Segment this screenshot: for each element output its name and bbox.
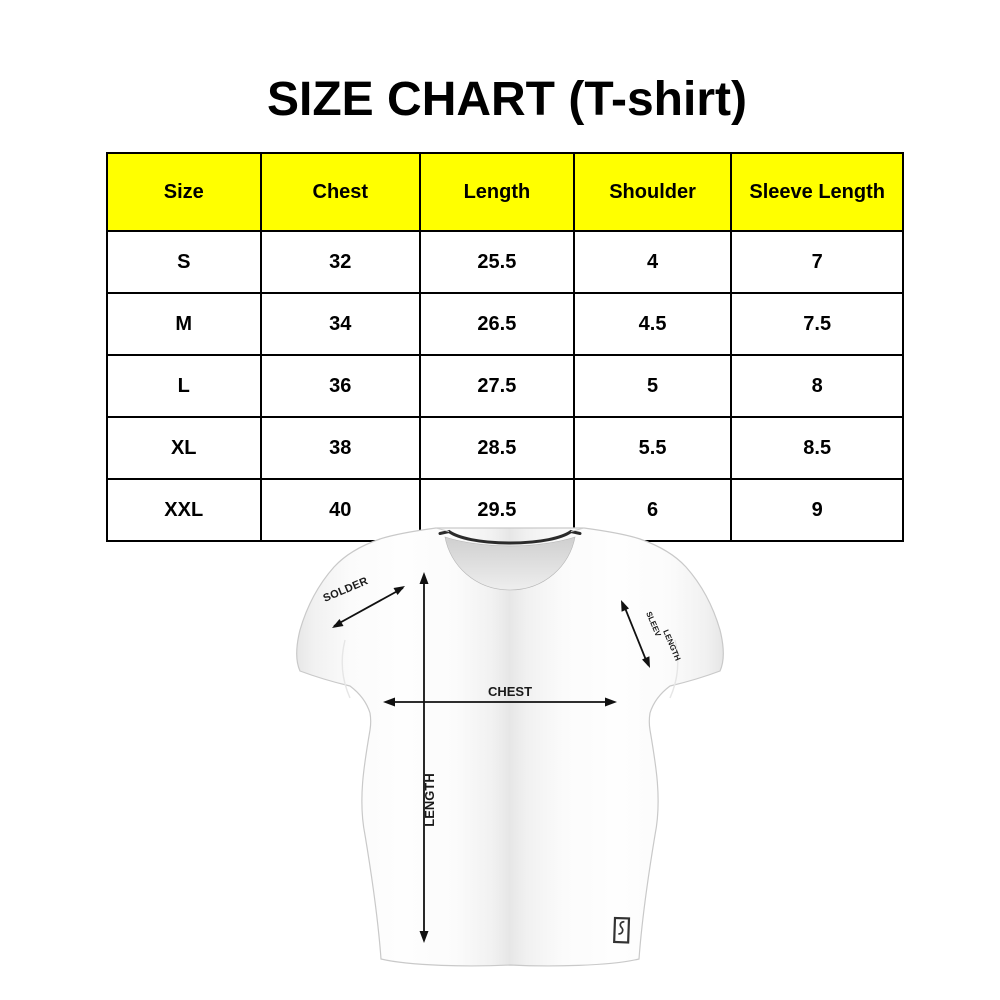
svg-text:LENGTH: LENGTH <box>422 773 437 826</box>
svg-text:CHEST: CHEST <box>488 684 532 699</box>
